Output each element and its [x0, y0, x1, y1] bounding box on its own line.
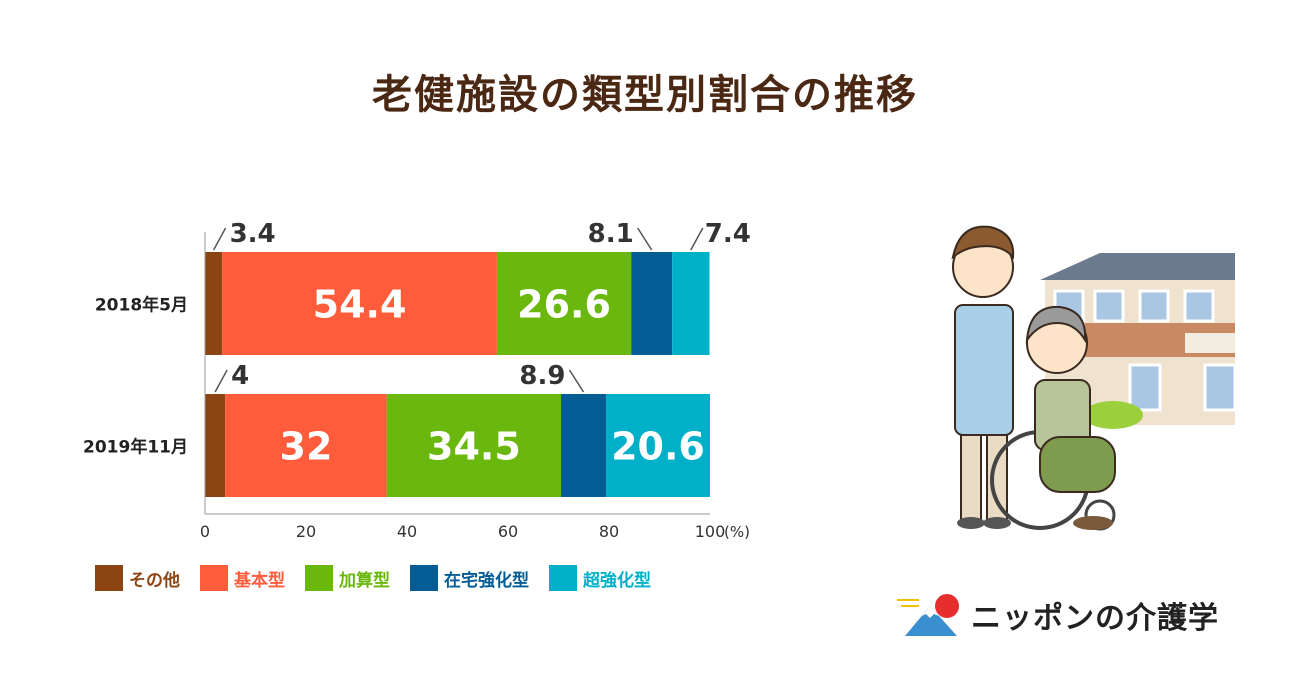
brand-name: ニッポンの介護学 — [971, 600, 1219, 636]
x-tick-label: 40 — [397, 522, 417, 541]
legend-swatch — [549, 565, 577, 591]
legend-item: 基本型 — [200, 565, 285, 591]
leader-line — [214, 369, 228, 393]
legend-item: その他 — [95, 565, 180, 591]
data-label: 4 — [231, 361, 249, 391]
legend-label: 基本型 — [234, 570, 285, 591]
legend-label: その他 — [129, 570, 180, 591]
bar-segment — [225, 394, 387, 497]
data-label: 20.6 — [611, 425, 705, 469]
wheelchair-figure — [990, 305, 1116, 531]
category-label: 2018年5月 — [95, 295, 188, 316]
bar-segment — [561, 394, 606, 497]
stacked-bar-chart: 0 20 40 60 80 100(%) 2018年5月 3.4 54.4 26.6 8.1 7.4… — [83, 219, 751, 541]
x-tick-label: 60 — [498, 522, 518, 541]
chart-legend: その他 基本型 加算型 在宅強化型 超強化型 — [95, 565, 671, 591]
legend-item: 在宅強化型 — [410, 565, 529, 591]
leader-line — [568, 369, 585, 393]
data-label: 3.4 — [230, 219, 276, 249]
caregiver-figure — [951, 225, 1015, 529]
legend-label: 在宅強化型 — [444, 570, 529, 591]
category-label: 2019年11月 — [83, 437, 188, 458]
bar-segment — [205, 252, 223, 355]
legend-swatch — [305, 565, 333, 591]
bar-segment — [605, 394, 710, 497]
legend-label: 超強化型 — [583, 570, 651, 591]
leader-line — [690, 227, 704, 251]
legend-label: 加算型 — [339, 570, 390, 591]
bar-segment — [631, 252, 673, 355]
x-tick-label: 80 — [599, 522, 619, 541]
chart-title: 老健施設の類型別割合の推移 — [372, 72, 918, 118]
leader-line — [637, 227, 653, 251]
mount-fuji-sun-icon — [897, 594, 959, 636]
data-label: 34.5 — [427, 425, 521, 469]
x-tick-label: 100 — [695, 522, 726, 541]
leader-line — [212, 227, 227, 251]
bar-segment — [496, 252, 632, 355]
x-tick-label: 0 — [200, 522, 210, 541]
brand-logo: ニッポンの介護学 — [895, 592, 1219, 637]
data-label: 26.6 — [517, 283, 611, 327]
bar-segment — [672, 252, 710, 355]
data-label: 8.1 — [588, 219, 634, 249]
bar-segment — [222, 252, 497, 355]
house-illustration — [1040, 253, 1237, 429]
x-tick-label: 20 — [296, 522, 316, 541]
legend-swatch — [95, 565, 123, 591]
data-label: 8.9 — [519, 361, 565, 391]
caregiver-wheelchair-illustration — [951, 225, 1237, 531]
x-axis-unit: (%) — [724, 523, 750, 541]
legend-swatch — [200, 565, 228, 591]
bar-segment — [205, 394, 226, 497]
data-label: 7.4 — [705, 219, 751, 249]
legend-item: 加算型 — [305, 565, 390, 591]
data-label: 54.4 — [313, 283, 407, 327]
data-label: 32 — [280, 425, 333, 469]
legend-item: 超強化型 — [549, 565, 651, 591]
legend-swatch — [410, 565, 438, 591]
bar-segment — [386, 394, 562, 497]
